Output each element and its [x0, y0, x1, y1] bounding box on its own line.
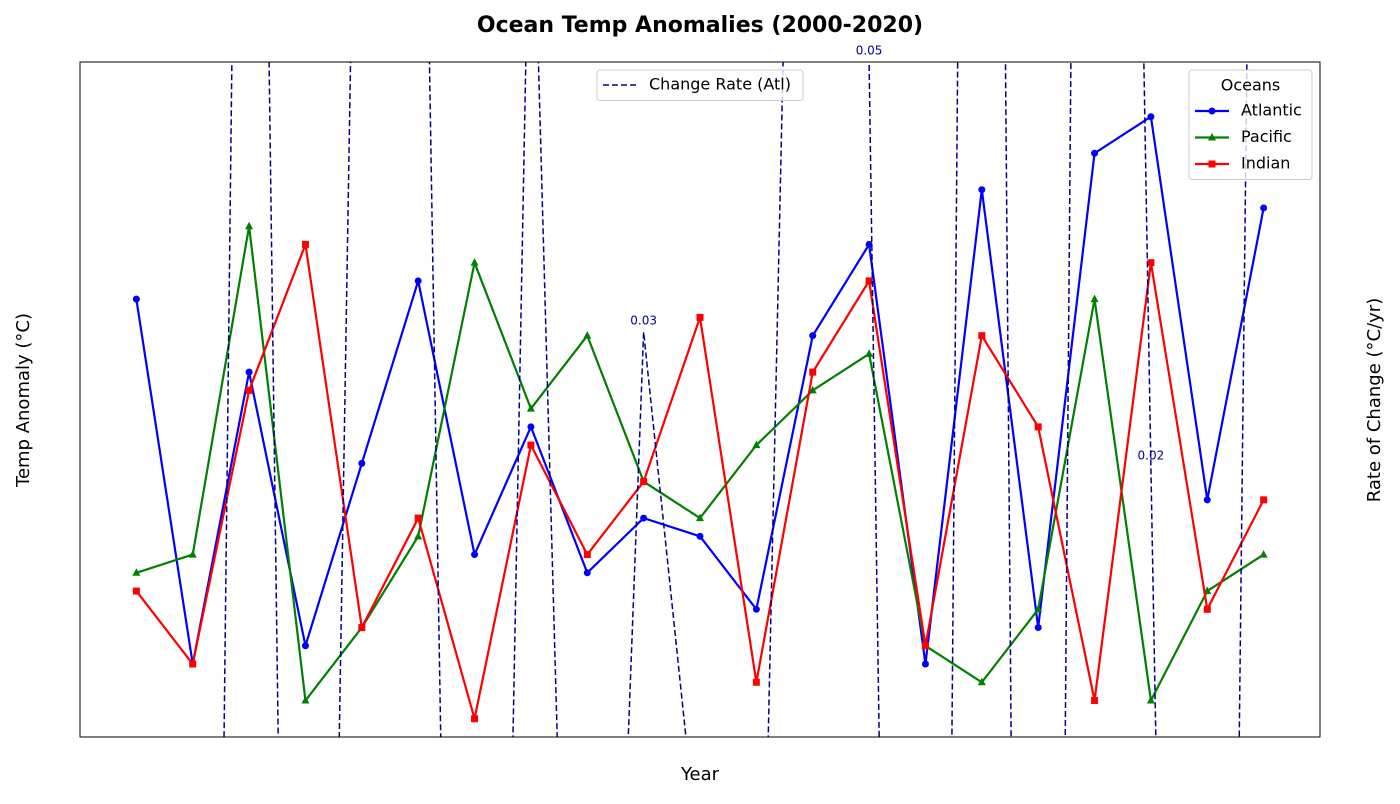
point-marker	[1091, 149, 1099, 157]
point-marker	[414, 531, 423, 540]
point-marker	[358, 624, 366, 632]
point-marker	[1147, 259, 1155, 267]
point-marker	[696, 513, 704, 522]
point-marker	[583, 551, 591, 559]
point-marker	[752, 440, 761, 449]
point-marker	[1034, 624, 1042, 632]
chart-title: Ocean Temp Anomalies (2000-2020)	[477, 13, 923, 38]
data-label: 0.02	[1138, 449, 1165, 463]
point-marker	[301, 642, 309, 650]
point-marker	[583, 331, 592, 339]
legend-label: Change Rate (Atl)	[649, 75, 791, 94]
point-marker	[865, 277, 873, 285]
point-marker	[1208, 160, 1216, 168]
point-marker	[921, 642, 929, 650]
point-marker	[1146, 696, 1155, 704]
point-marker	[583, 569, 591, 577]
point-marker	[1203, 605, 1211, 613]
point-marker	[189, 660, 197, 668]
point-marker	[1147, 113, 1155, 121]
point-marker	[978, 332, 986, 340]
point-marker	[1034, 604, 1043, 613]
point-marker	[1203, 496, 1211, 504]
point-marker	[808, 385, 817, 394]
point-marker	[1090, 294, 1099, 303]
point-marker	[1260, 496, 1268, 504]
point-marker	[527, 441, 535, 449]
point-marker	[752, 605, 760, 613]
point-marker	[245, 386, 253, 394]
point-marker	[640, 514, 648, 522]
point-marker	[1034, 423, 1042, 431]
point-marker	[245, 368, 253, 376]
point-marker	[471, 551, 479, 559]
point-marker	[358, 459, 366, 467]
point-marker	[978, 186, 986, 194]
legend-label: Atlantic	[1241, 101, 1302, 120]
point-marker	[865, 349, 874, 357]
point-marker	[640, 478, 648, 486]
legend-box	[1188, 69, 1313, 180]
point-marker	[696, 532, 704, 540]
plot-area	[132, 62, 1268, 737]
data-label: 0.05	[856, 44, 883, 58]
point-marker	[245, 221, 254, 230]
point-marker	[471, 715, 479, 723]
legend-label: Indian	[1241, 154, 1290, 173]
point-marker	[1208, 133, 1216, 141]
legend-label: Pacific	[1241, 127, 1292, 146]
point-marker	[752, 678, 760, 686]
point-marker	[809, 332, 817, 340]
point-marker	[921, 660, 929, 668]
point-marker	[301, 240, 309, 248]
legend-box	[596, 69, 804, 101]
data-label: 0.03	[630, 314, 657, 328]
point-marker	[470, 258, 479, 266]
point-marker	[132, 295, 140, 303]
point-marker	[132, 587, 140, 595]
point-marker	[865, 240, 873, 248]
point-marker	[1260, 204, 1268, 212]
x-axis-label: Year	[680, 764, 720, 785]
point-marker	[527, 423, 535, 431]
point-marker	[1091, 697, 1099, 705]
legends: Oceans Atlantic Pacific Indian Change Rate (…	[596, 69, 1313, 180]
point-marker	[132, 568, 141, 576]
point-marker	[809, 368, 817, 376]
point-marker	[526, 404, 535, 412]
point-marker	[414, 277, 422, 285]
point-marker	[977, 677, 986, 686]
point-marker	[301, 696, 310, 704]
point-marker	[1259, 550, 1268, 558]
point-marker	[414, 514, 422, 522]
point-marker	[188, 550, 197, 558]
point-marker	[1208, 107, 1216, 115]
point-marker	[696, 313, 704, 321]
legend-title: Oceans	[1221, 76, 1281, 95]
plot-frame	[79, 61, 1321, 738]
y-axis-label: Temp Anomaly (°C)	[13, 313, 34, 488]
y2-axis-label: Rate of Change (°C/yr)	[1364, 298, 1385, 502]
